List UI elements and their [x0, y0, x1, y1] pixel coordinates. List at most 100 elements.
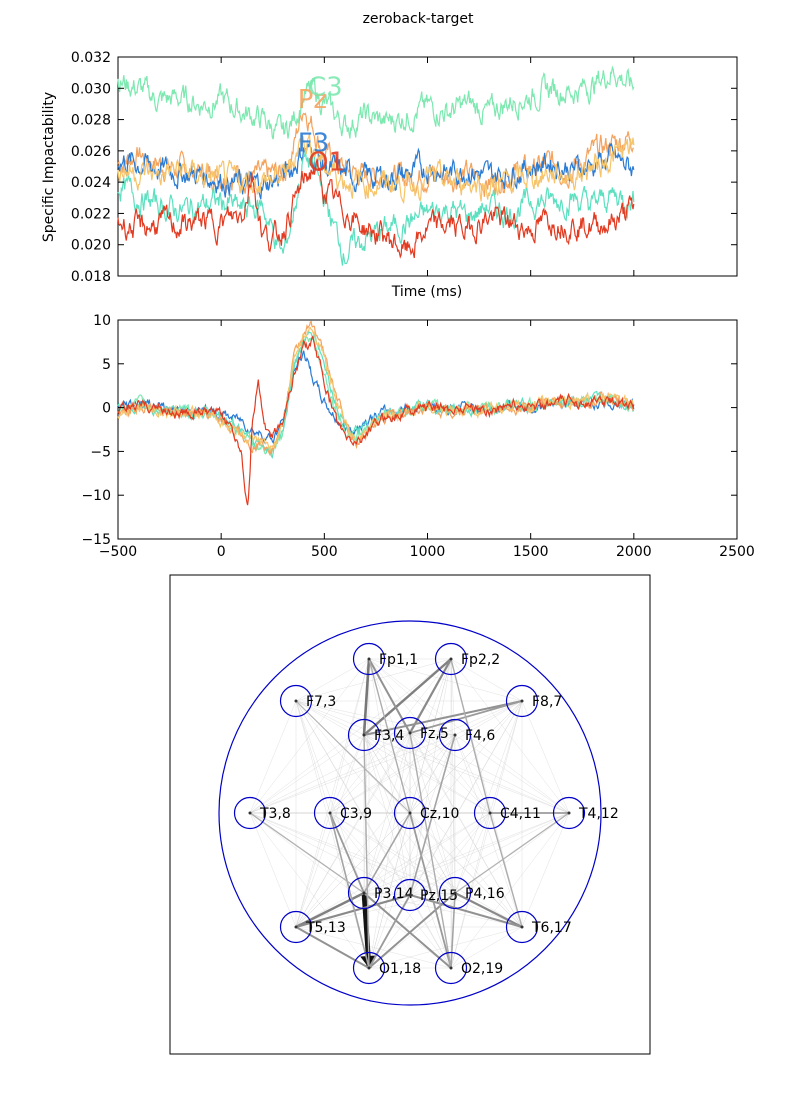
mesh-edge	[329, 812, 456, 894]
top-y-ticks: 0.018 0.020 0.022 0.024 0.026 0.028 0.030 0.032	[71, 50, 738, 285]
mesh-edge	[329, 658, 452, 814]
node-label-16: P4,16	[465, 886, 505, 902]
node-circle-6	[438, 718, 472, 752]
top-ytick-label: 0.024	[71, 175, 111, 191]
mesh-edge	[368, 658, 411, 896]
series-line-4	[117, 133, 635, 205]
edge-5-19	[409, 732, 452, 969]
node-label-4: F3,4	[374, 728, 404, 744]
mesh-edge	[329, 658, 370, 814]
mesh-edge	[295, 732, 411, 928]
mesh-edge	[450, 812, 570, 969]
mesh-edge	[295, 658, 370, 928]
network-nodes: Fp1,1 Fp2,2 F7,3 F3,4 Fz,5 F4,6 F8,7 T3,8 C3,9 Cz…	[233, 642, 619, 985]
node-label-1: Fp1,1	[379, 652, 418, 668]
mesh-edge	[295, 700, 365, 736]
edge-11-17	[489, 812, 523, 928]
mid-ticks: −15 −10 −5 0 5 10 −500 0 500 1000 1500 2000 2500	[81, 313, 754, 560]
edge-12-16	[454, 812, 570, 894]
mid-ytick-label: −10	[81, 488, 111, 504]
node-circle-7	[505, 684, 539, 718]
mesh-edge	[454, 734, 570, 814]
node-circle-4	[347, 718, 381, 752]
mesh-edge	[295, 812, 570, 928]
mesh-edge	[363, 732, 411, 736]
head-outline	[218, 620, 602, 1006]
mesh-edge	[409, 812, 523, 928]
edge-13-15	[295, 893, 411, 929]
mesh-edge	[363, 734, 452, 969]
mesh-edge	[368, 812, 570, 969]
mid-xtick-label: 1000	[410, 544, 446, 560]
mesh-edge	[368, 812, 491, 969]
mid-ytick-label: 5	[102, 357, 111, 373]
edge-15-17	[409, 894, 523, 928]
node-circle-11	[473, 796, 507, 830]
node-center-16	[453, 891, 457, 895]
series-label-pz: Pz	[298, 85, 327, 115]
node-label-5: Fz,5	[420, 726, 449, 742]
node-center-3	[294, 699, 298, 703]
series-label-o1: O1	[308, 148, 345, 178]
impactability-plot: 0.018 0.020 0.022 0.024 0.026 0.028 0.030 0.032…	[41, 50, 738, 300]
edge-2-5	[409, 658, 452, 734]
mesh-edge	[249, 734, 456, 814]
mid-ytick-label: 0	[102, 401, 111, 417]
edge-16-17	[454, 892, 523, 928]
node-label-8: T3,8	[259, 806, 291, 822]
node-center-19	[449, 966, 453, 970]
mesh-edge	[409, 658, 452, 896]
node-center-17	[520, 925, 524, 929]
series-line-0	[117, 112, 634, 197]
node-label-17: T6,17	[531, 920, 572, 936]
mesh-edge	[454, 812, 491, 894]
mid-ytick-label: 10	[93, 313, 111, 329]
top-ytick-label: 0.032	[71, 50, 111, 66]
node-center-12	[567, 811, 571, 815]
edge-3-10	[295, 700, 411, 814]
mesh-edge	[295, 812, 491, 928]
mesh-edge	[363, 700, 523, 894]
mesh-edge	[329, 734, 365, 814]
node-center-1	[367, 657, 371, 661]
top-ytick-label: 0.028	[71, 113, 111, 129]
mesh-edge	[295, 700, 570, 814]
edge-1-5	[368, 658, 411, 734]
mesh-edge	[363, 658, 452, 894]
mesh-edge	[368, 658, 456, 894]
mid-ytick-label: −5	[90, 444, 111, 460]
mesh-edge	[450, 700, 523, 969]
node-center-13	[294, 925, 298, 929]
mesh-edge	[363, 812, 491, 894]
series-label-c3: C3	[308, 72, 343, 102]
series-line-1	[117, 336, 635, 455]
mid-xtick-label: 2500	[719, 544, 755, 560]
node-circle-1	[352, 642, 386, 676]
node-circle-5	[393, 716, 427, 750]
top-ytick-label: 0.018	[71, 269, 111, 285]
top-ytick-label: 0.022	[71, 206, 111, 222]
edge-16-19	[450, 892, 456, 969]
mid-xtick-label: 1500	[513, 544, 549, 560]
mesh-edge	[295, 700, 456, 894]
node-label-11: C4,11	[500, 806, 541, 822]
node-center-4	[362, 733, 366, 737]
node-circle-3	[279, 684, 313, 718]
node-circle-12	[552, 796, 586, 830]
node-label-12: T4,12	[578, 806, 619, 822]
mesh-edge	[409, 892, 456, 896]
edge-1-10	[368, 658, 411, 814]
mesh-edge	[454, 734, 523, 928]
node-circle-17	[505, 910, 539, 944]
mesh-edge	[249, 812, 370, 969]
mesh-edge	[295, 734, 365, 928]
mesh-edge	[249, 658, 370, 814]
edge-1-4	[362, 658, 371, 736]
mesh-edge	[295, 700, 491, 814]
mesh-edge	[363, 734, 570, 814]
node-circle-10	[393, 796, 427, 830]
mesh-edge	[363, 734, 411, 896]
mesh-edge	[450, 734, 456, 969]
